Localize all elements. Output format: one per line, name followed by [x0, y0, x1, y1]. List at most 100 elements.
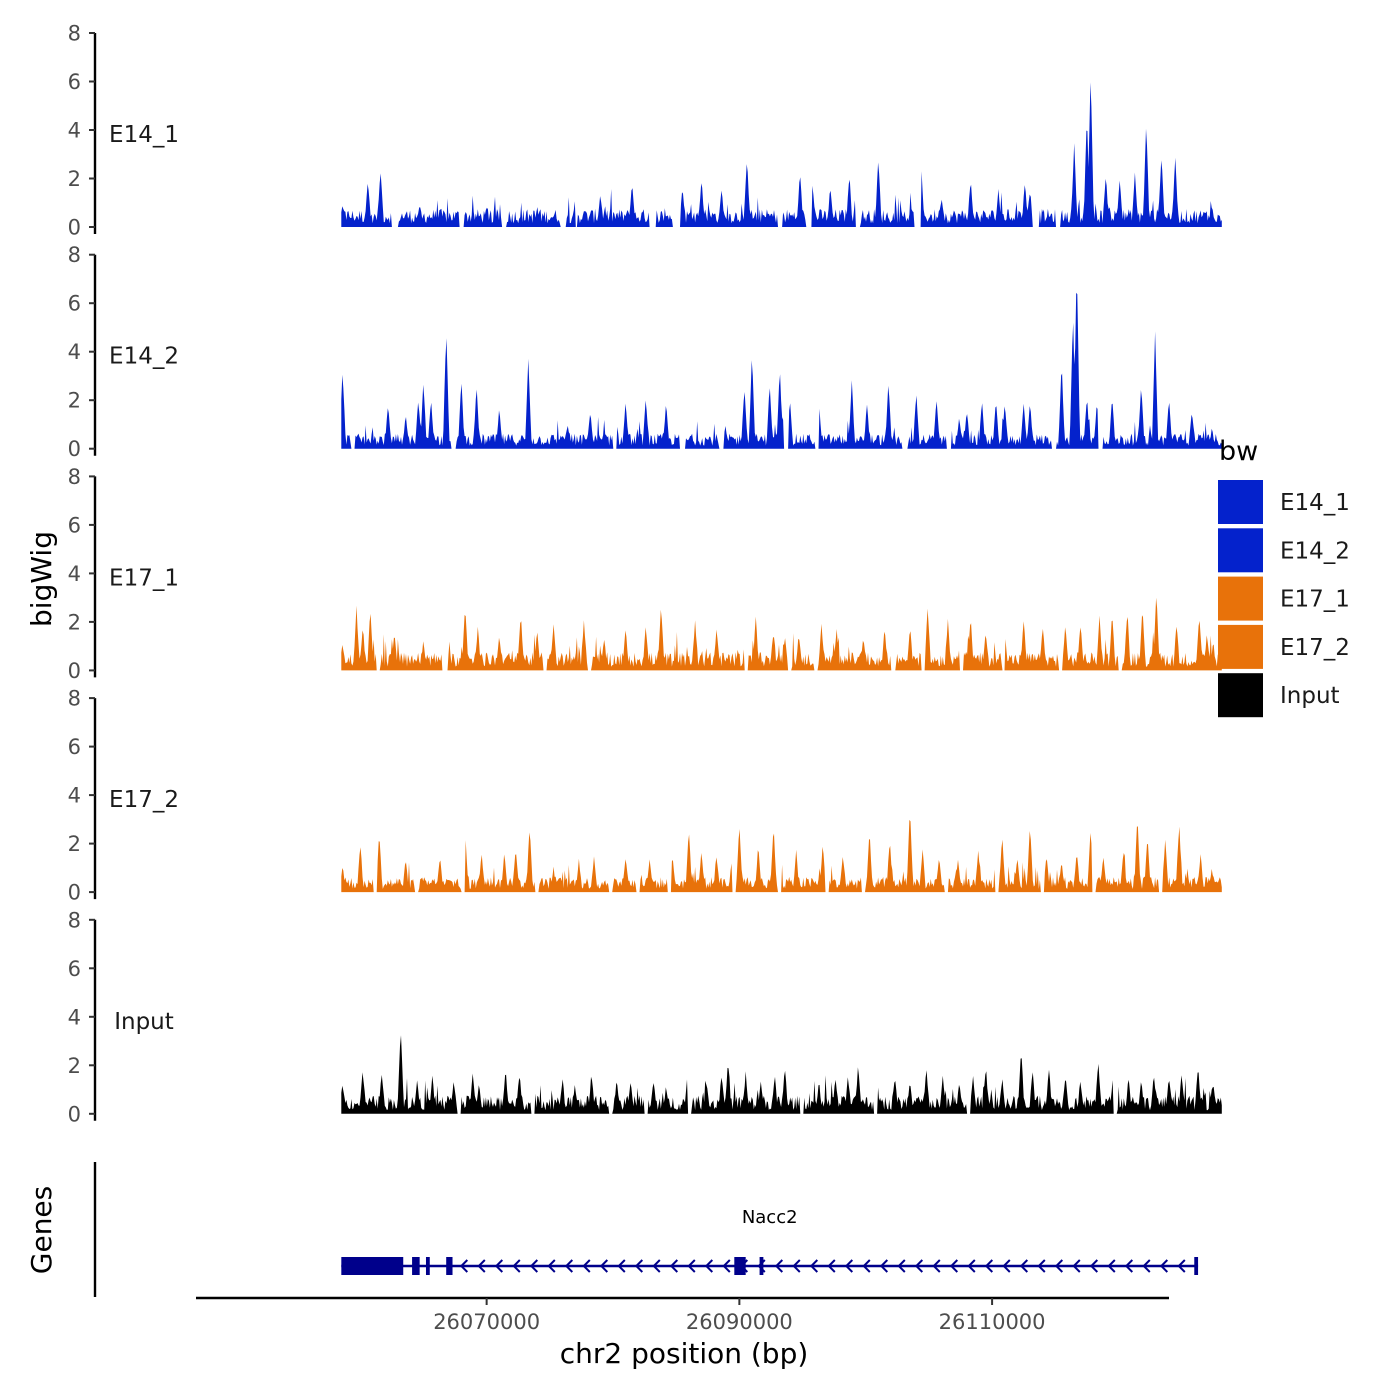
- legend-label: Input: [1280, 683, 1340, 709]
- exon: [759, 1257, 764, 1275]
- strand-arrow: [809, 1259, 819, 1273]
- y-tick-label: 4: [68, 562, 81, 586]
- x-tick-label: 26070000: [433, 1310, 540, 1334]
- y-tick-label: 6: [68, 70, 81, 94]
- legend-label: E14_1: [1280, 490, 1350, 516]
- strand-arrow: [547, 1259, 556, 1273]
- strand-arrow: [1177, 1259, 1186, 1273]
- y-tick-label: 4: [68, 340, 81, 364]
- y-tick-label: 6: [68, 957, 81, 981]
- strand-arrow: [792, 1259, 801, 1273]
- y-tick-label: 2: [68, 389, 81, 413]
- strand-arrow: [1142, 1259, 1151, 1273]
- legend-swatch-E14_2: [1218, 528, 1263, 573]
- strand-arrow: [1002, 1259, 1011, 1273]
- strand-arrow: [722, 1259, 731, 1273]
- y-tick-label: 4: [68, 119, 81, 143]
- gene-label: Nacc2: [742, 1207, 798, 1228]
- y-tick-label: 0: [68, 1102, 81, 1126]
- strand-arrow: [827, 1259, 836, 1273]
- exon: [341, 1257, 404, 1275]
- strand-arrow: [1019, 1259, 1029, 1273]
- track-E17_2: 0 2 4 6 8 E17_2: [68, 687, 1222, 905]
- exon: [446, 1257, 453, 1275]
- strand-arrow: [844, 1259, 854, 1273]
- x-tick-label: 26090000: [686, 1310, 793, 1334]
- strand-arrow: [599, 1259, 609, 1273]
- signal-area-Input: [341, 1035, 1222, 1114]
- strand-arrow: [879, 1259, 889, 1273]
- gene-track: Nacc2: [93, 1162, 1199, 1297]
- y-tick-label: 6: [68, 735, 81, 759]
- strand-arrow: [1089, 1259, 1099, 1273]
- strand-arrow: [932, 1259, 941, 1273]
- strand-arrow: [512, 1259, 521, 1273]
- strand-arrow: [564, 1259, 574, 1273]
- strand-arrow: [1124, 1259, 1134, 1273]
- x-tick-label: 26110000: [939, 1310, 1046, 1334]
- strand-arrow: [459, 1259, 469, 1273]
- signal-area-E17_2: [341, 819, 1222, 893]
- y-tick-label: 0: [68, 437, 81, 461]
- y-axis-title: bigWig: [25, 531, 58, 627]
- y-tick-label: 8: [68, 22, 81, 46]
- legend-label: E17_1: [1280, 587, 1350, 613]
- y-tick-label: 6: [68, 513, 81, 537]
- signal-area-E17_1: [341, 597, 1222, 671]
- y-tick-label: 4: [68, 1005, 81, 1029]
- track-label: E17_2: [109, 787, 179, 813]
- strand-arrow: [984, 1259, 994, 1273]
- strand-arrow: [494, 1259, 504, 1273]
- strand-arrow: [949, 1259, 959, 1273]
- signal-tracks: 0 2 4 6 8 E14_1 0 2 4 6 8 E14_2 0 2 4 6 8 E17_1 0 2 4 6 8 E17_2…: [68, 22, 1222, 1126]
- y-tick-label: 2: [68, 1054, 81, 1078]
- exon: [425, 1257, 430, 1275]
- strand-arrow: [1107, 1259, 1116, 1273]
- legend-label: E14_2: [1280, 538, 1350, 564]
- x-axis-title: chr2 position (bp): [560, 1337, 809, 1370]
- strand-arrow: [669, 1259, 679, 1273]
- y-tick-label: 8: [68, 465, 81, 489]
- signal-area-E14_1: [341, 82, 1222, 228]
- x-axis: 26070000 26090000 26110000: [196, 1296, 1169, 1334]
- y-tick-label: 6: [68, 292, 81, 316]
- strand-arrow: [967, 1259, 976, 1273]
- y-tick-label: 2: [68, 167, 81, 191]
- y-tick-label: 0: [68, 881, 81, 905]
- y-tick-label: 0: [68, 216, 81, 240]
- strand-arrow: [529, 1259, 539, 1273]
- strand-arrow: [914, 1259, 924, 1273]
- strand-arrow: [774, 1259, 784, 1273]
- y-tick-label: 4: [68, 784, 81, 808]
- track-E17_1: 0 2 4 6 8 E17_1: [68, 465, 1222, 683]
- strand-arrow: [862, 1259, 871, 1273]
- strand-arrow: [704, 1259, 714, 1273]
- track-Input: 0 2 4 6 8 Input: [68, 908, 1222, 1126]
- strand-arrow: [617, 1259, 626, 1273]
- exon: [1194, 1257, 1199, 1275]
- track-label: E17_1: [109, 565, 179, 591]
- strand-arrow: [634, 1259, 644, 1273]
- signal-area-E14_2: [341, 292, 1222, 449]
- legend-swatch-E17_1: [1218, 576, 1263, 621]
- track-E14_2: 0 2 4 6 8 E14_2: [68, 243, 1222, 461]
- strand-arrow: [1037, 1259, 1046, 1273]
- genes-axis-title: Genes: [25, 1186, 58, 1274]
- track-label: E14_1: [109, 122, 179, 148]
- legend-swatch-E17_2: [1218, 624, 1263, 669]
- legend-swatch-E14_1: [1218, 480, 1263, 524]
- legend-label: E17_2: [1280, 635, 1350, 661]
- strand-arrow: [687, 1259, 696, 1273]
- legend: bw E14_1 E14_2 E17_1 E17_2 Input: [1218, 436, 1350, 718]
- track-label: E14_2: [109, 344, 179, 370]
- strand-arrow: [652, 1259, 661, 1273]
- exon: [734, 1257, 746, 1275]
- legend-swatch-Input: [1218, 673, 1263, 718]
- track-E14_1: 0 2 4 6 8 E14_1: [68, 22, 1222, 240]
- strand-arrow: [1159, 1259, 1169, 1273]
- strand-arrow: [477, 1259, 486, 1273]
- strand-arrow: [1054, 1259, 1064, 1273]
- strand-arrow: [1072, 1259, 1081, 1273]
- y-tick-label: 2: [68, 832, 81, 856]
